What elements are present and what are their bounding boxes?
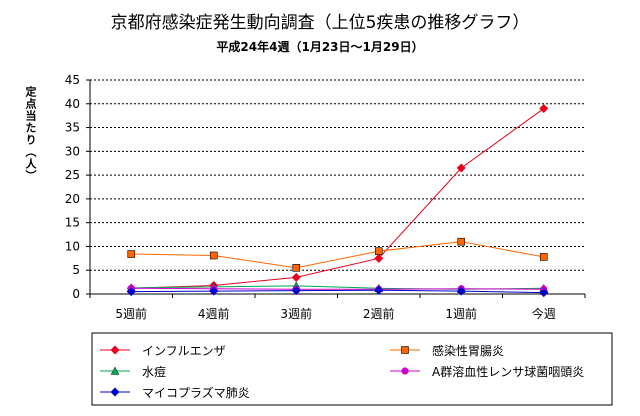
legend-item: A群溶血性レンサ球菌咽頭炎: [390, 364, 584, 379]
y-tick-label: 20: [65, 192, 80, 206]
legend-label: 水痘: [142, 364, 166, 379]
data-point: [374, 253, 384, 263]
x-tick-label: 4週前: [198, 306, 230, 321]
chart-title: 京都府感染症発生動向調査（上位5疾患の推移グラフ）: [110, 13, 530, 33]
legend-marker: [401, 346, 409, 354]
y-tick-label: 0: [72, 287, 80, 301]
legend-label: 感染性胃腸炎: [432, 343, 504, 358]
data-point: [127, 250, 136, 258]
legend-marker: [110, 345, 120, 355]
legend-marker: [401, 367, 409, 375]
data-point: [457, 237, 466, 246]
y-tick-label: 15: [65, 216, 80, 230]
data-point: [374, 285, 384, 295]
legend-label: マイコプラズマ肺炎: [142, 385, 250, 400]
y-tick-label: 45: [65, 73, 80, 87]
series-line: [131, 241, 544, 269]
y-tick-label: 25: [65, 168, 80, 182]
series-line: [131, 289, 544, 294]
series-line: [131, 108, 545, 289]
legend-box: [91, 332, 613, 406]
x-tick-label: 2週前: [363, 306, 395, 321]
x-tick-label: 今週: [532, 306, 556, 321]
legend-marker: [110, 387, 120, 397]
y-axis-label: 定点当たり（人）: [24, 86, 37, 182]
series-1: [126, 104, 549, 293]
series-5: [126, 285, 549, 298]
y-tick-label: 30: [65, 144, 80, 158]
legend-item: インフルエンザ: [100, 344, 226, 358]
legend-label: インフルエンザ: [142, 344, 226, 358]
data-point: [126, 287, 136, 297]
y-tick-label: 35: [65, 121, 80, 135]
chart-subtitle: 平成24年4週（1月23日〜1月29日）: [216, 40, 424, 54]
legend-label: A群溶血性レンサ球菌咽頭炎: [432, 364, 584, 379]
legend-item: 感染性胃腸炎: [390, 343, 504, 358]
data-point: [539, 104, 549, 114]
series-line: [131, 287, 544, 290]
x-tick-label: 3週前: [280, 306, 312, 321]
data-point: [539, 253, 548, 261]
series-2: [127, 237, 548, 272]
data-point: [539, 288, 549, 298]
legend-item: マイコプラズマ肺炎: [100, 385, 250, 400]
x-tick-label: 5週前: [115, 306, 147, 321]
data-point: [292, 264, 301, 272]
data-point: [456, 163, 466, 173]
data-point: [291, 272, 301, 282]
legend-item: 水痘: [100, 364, 166, 379]
y-tick-label: 40: [65, 97, 80, 111]
data-point: [209, 286, 219, 296]
data-point: [374, 247, 383, 255]
data-point: [291, 286, 301, 296]
y-tick-label: 10: [65, 239, 80, 253]
legend-marker: [110, 366, 120, 375]
y-tick-label: 5: [72, 263, 80, 277]
data-point: [209, 251, 218, 260]
data-point: [456, 286, 466, 296]
x-tick-label: 1週前: [445, 306, 477, 321]
